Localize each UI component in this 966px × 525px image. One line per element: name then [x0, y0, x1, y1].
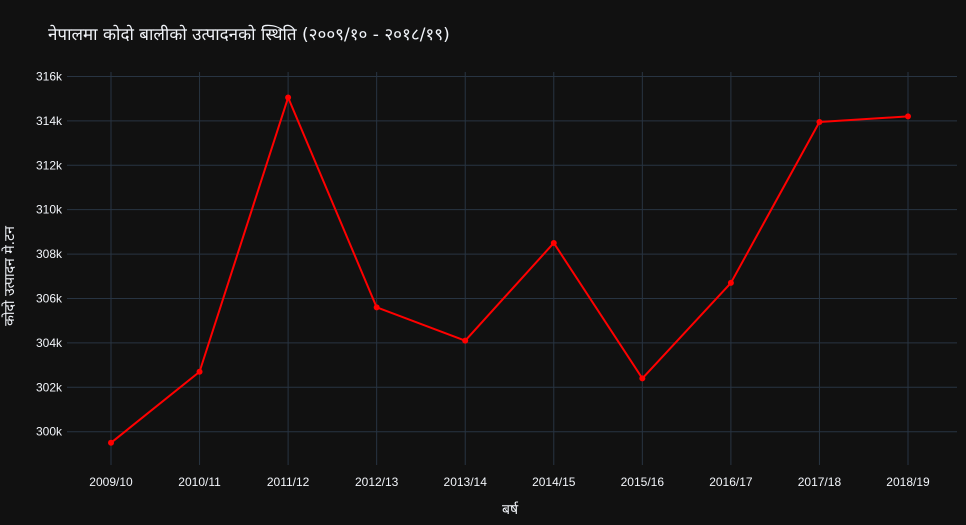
- x-tick-label: 2016/17: [709, 475, 753, 489]
- x-tick-label: 2012/13: [355, 475, 399, 489]
- y-tick-label: 300k: [36, 425, 63, 439]
- chart-title: नेपालमा कोदो बालीको उत्पादनको स्थिति (२०…: [48, 24, 450, 45]
- y-tick-label: 310k: [36, 203, 63, 217]
- data-point[interactable]: [550, 239, 557, 246]
- data-point[interactable]: [905, 113, 911, 120]
- data-point[interactable]: [816, 118, 823, 125]
- series: [108, 94, 911, 446]
- x-tick-label: 2014/15: [532, 475, 576, 489]
- x-tick-label: 2013/14: [444, 475, 488, 489]
- data-point[interactable]: [462, 337, 469, 344]
- y-tick-label: 306k: [36, 291, 63, 305]
- x-tick-label: 2015/16: [621, 475, 665, 489]
- data-point[interactable]: [727, 279, 734, 286]
- y-tick-label: 308k: [36, 247, 63, 261]
- y-tick-label: 314k: [36, 114, 63, 128]
- x-tick-label: 2010/11: [178, 475, 221, 489]
- x-tick-label: 2017/18: [798, 475, 842, 489]
- y-axis-title: कोदो उत्पादन मे.टन: [1, 226, 18, 326]
- y-tick-label: 304k: [36, 336, 63, 350]
- data-point[interactable]: [108, 439, 114, 446]
- data-point[interactable]: [373, 304, 380, 311]
- y-axis-ticks: 300k 302k 304k 306k 308k 310k 312k 314k 316k: [36, 69, 63, 438]
- x-tick-label: 2018/19: [886, 475, 930, 489]
- x-tick-label: 2011/12: [267, 475, 310, 489]
- y-tick-label: 316k: [36, 69, 63, 83]
- y-tick-label: 312k: [36, 158, 63, 172]
- series-line: [110, 96, 909, 444]
- data-point[interactable]: [285, 94, 292, 101]
- y-tick-label: 302k: [36, 380, 63, 394]
- x-axis-ticks: 2009/10 2010/11 2011/12 2012/13 2013/14 2014/…: [89, 475, 930, 489]
- x-tick-label: 2009/10: [89, 475, 133, 489]
- grid: [67, 72, 957, 465]
- data-point[interactable]: [639, 375, 646, 382]
- x-axis-title: बर्ष: [502, 501, 519, 518]
- data-point[interactable]: [196, 368, 203, 375]
